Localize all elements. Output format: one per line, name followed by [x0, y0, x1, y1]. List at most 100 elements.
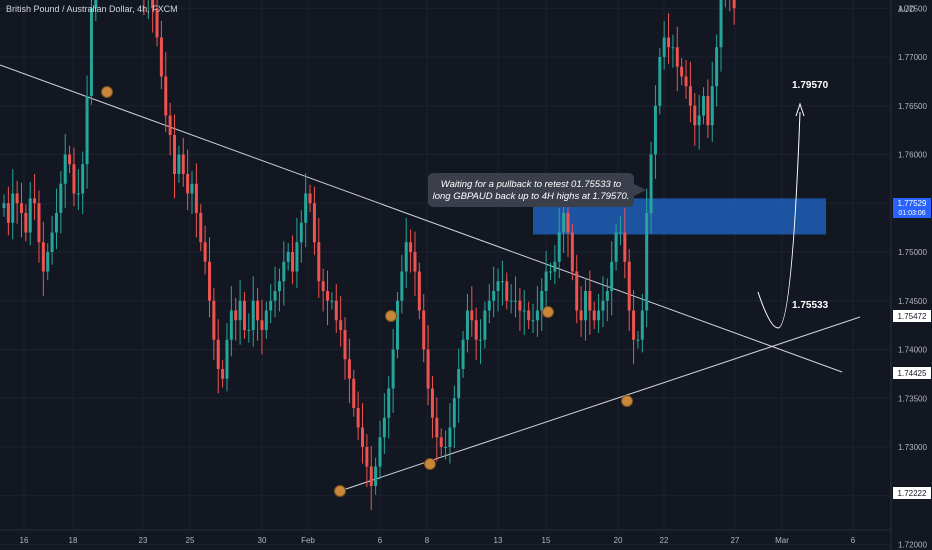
pivot-marker [101, 86, 113, 98]
candle-body [575, 271, 579, 311]
note-line-2: long GBPAUD back up to 4H highs at 1.795… [433, 191, 630, 202]
candle-body [422, 310, 426, 350]
candle-body [562, 213, 566, 233]
candle-body [618, 232, 622, 234]
candle-body [304, 193, 308, 223]
x-tick-label: 23 [139, 536, 148, 545]
candle-body [33, 198, 37, 204]
candle-body [63, 154, 67, 184]
candle-body [356, 408, 360, 428]
retest-level-label: 1.75533 [792, 300, 829, 311]
y-tick-label: 1.75000 [898, 248, 927, 257]
x-tick-label: 8 [425, 536, 430, 545]
x-tick-label: 25 [186, 536, 195, 545]
candle-body [155, 8, 159, 38]
candle-body [72, 164, 76, 194]
note-callout[interactable]: Waiting for a pullback to retest 01.7553… [428, 173, 646, 207]
candle-body [50, 232, 54, 252]
candle-body [159, 37, 163, 77]
candle-body [203, 242, 207, 262]
candle-body [417, 271, 421, 311]
candle-body [181, 154, 185, 174]
candle-body [645, 213, 649, 311]
candle-body [632, 310, 636, 340]
candle-body [684, 76, 688, 87]
pivot-marker [621, 395, 633, 407]
candle-body [535, 310, 539, 321]
projection-arrowhead [795, 102, 805, 117]
candle-body [662, 37, 666, 57]
candle-body [465, 310, 469, 340]
candle-body [15, 193, 19, 204]
top-level-label: 1.79570 [792, 80, 829, 91]
candle-body [277, 281, 281, 291]
candle-body [76, 193, 80, 195]
candle-body [710, 86, 714, 126]
candle-body [653, 105, 657, 155]
current-price-bg [893, 198, 931, 218]
candle-body [269, 300, 273, 311]
x-tick-label: 18 [69, 536, 78, 545]
candle-body [251, 300, 255, 330]
candle-body [326, 291, 330, 301]
candle-body [452, 398, 456, 428]
current-price-value: 1.77529 [898, 199, 927, 208]
candle-body [579, 310, 583, 321]
candle-body [24, 213, 28, 233]
candle-body [514, 300, 518, 302]
candle-body [54, 213, 58, 233]
candle-body [46, 252, 50, 272]
candle-body [693, 105, 697, 126]
candle-body [238, 300, 242, 321]
candle-body [671, 47, 675, 49]
candle-body [247, 330, 251, 331]
candle-body [505, 281, 509, 301]
candle-body [531, 320, 535, 322]
candle-body [527, 310, 531, 321]
candle-body [19, 203, 23, 213]
candle-body [409, 242, 413, 252]
price-tag-a-value: 1.75472 [898, 312, 927, 321]
pivot-marker [334, 485, 346, 497]
candle-body [605, 291, 609, 301]
current-price-tag: 1.77529 01:03:06 [893, 198, 931, 218]
candle-body [59, 183, 63, 213]
pivot-marker [542, 306, 554, 318]
candle-body [706, 96, 710, 126]
candle-body [177, 154, 181, 174]
candle-body [675, 47, 679, 67]
candle-body [365, 447, 369, 467]
y-tick-label: 1.74000 [898, 346, 927, 355]
candle-body [496, 281, 500, 291]
candle-body [295, 242, 299, 272]
candle-body [168, 115, 172, 135]
candle-body [601, 300, 605, 311]
x-tick-label: 16 [20, 536, 29, 545]
x-tick-label: 20 [614, 536, 623, 545]
candle-body [509, 300, 513, 302]
candle-body [299, 222, 303, 243]
candle-body [553, 261, 557, 272]
price-tag-c-bg [893, 487, 931, 499]
candle-body [312, 203, 316, 243]
candle-body [474, 320, 478, 340]
candle-body [457, 369, 461, 399]
candle-body [658, 57, 662, 106]
price-tag-b-bg [893, 367, 931, 379]
candle-body [151, 0, 155, 9]
x-tick-label: Feb [301, 536, 315, 545]
candle-body [640, 310, 644, 340]
candle-body [627, 261, 631, 311]
candle-body [6, 203, 10, 223]
candle-body [732, 0, 736, 9]
candle-body [470, 310, 474, 321]
candle-body [317, 242, 321, 282]
candle-body [435, 417, 439, 438]
candle-body [37, 203, 41, 243]
y-tick-label: 1.77500 [898, 4, 927, 13]
candle-body [41, 242, 45, 272]
y-tick-label: 1.72000 [898, 541, 927, 550]
candle-body [518, 300, 522, 311]
candle-body [588, 291, 592, 311]
